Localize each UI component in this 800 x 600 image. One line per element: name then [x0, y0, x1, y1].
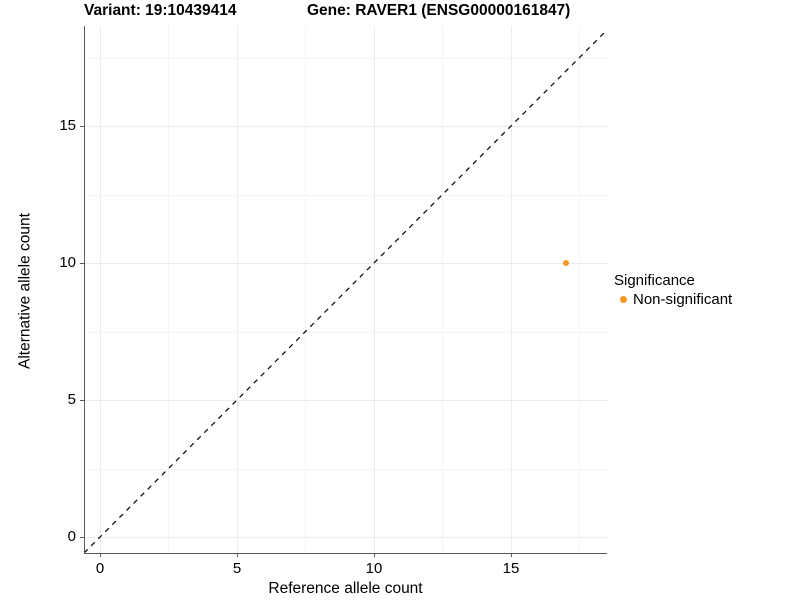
gridline-minor-horizontal	[85, 332, 607, 333]
x-axis-tick-label: 10	[365, 560, 383, 577]
gridline-major-vertical	[237, 26, 238, 553]
gene-title: Gene: RAVER1 (ENSG00000161847)	[307, 2, 571, 19]
x-axis-title: Reference allele count	[268, 580, 423, 597]
gridline-major-horizontal	[85, 263, 607, 264]
y-axis-tick	[80, 537, 84, 538]
x-axis-tick	[100, 553, 101, 557]
y-axis-tick-label: 10	[59, 254, 76, 271]
data-point-non-significant	[563, 260, 569, 266]
gridline-major-horizontal	[85, 400, 607, 401]
legend-key-icon	[614, 291, 632, 309]
gridline-minor-vertical	[442, 26, 443, 553]
gridline-major-vertical	[374, 26, 375, 553]
gridline-major-horizontal	[85, 126, 607, 127]
x-axis-tick	[374, 553, 375, 557]
gridline-major-vertical	[100, 26, 101, 553]
gridline-major-horizontal	[85, 537, 607, 538]
y-axis-tick	[80, 263, 84, 264]
y-axis-title: Alternative allele count	[16, 213, 34, 369]
y-axis-tick	[80, 126, 84, 127]
y-axis-tick-label: 15	[59, 117, 76, 134]
figure-title-strip: Variant: 19:10439414 Gene: RAVER1 (ENSG0…	[0, 2, 800, 24]
gridline-minor-vertical	[579, 26, 580, 553]
x-axis-tick	[237, 553, 238, 557]
legend-item-non-significant: Non-significant	[614, 290, 732, 309]
gridline-minor-vertical	[168, 26, 169, 553]
gridline-minor-vertical	[305, 26, 306, 553]
x-axis-tick-label: 0	[95, 560, 105, 577]
y-axis-line	[84, 26, 86, 554]
x-axis-tick-label: 5	[232, 560, 242, 577]
legend-title: Significance	[614, 272, 695, 289]
y-axis-tick-label-group: 0 5 10 15	[0, 0, 76, 600]
identity-reference-line	[85, 32, 605, 553]
gridline-minor-horizontal	[85, 469, 607, 470]
y-axis-tick-label: 5	[67, 391, 76, 408]
legend: Significance Non-significant	[614, 272, 732, 309]
y-axis-tick-label: 0	[67, 528, 76, 545]
variant-title: Variant: 19:10439414	[84, 2, 237, 19]
gridline-major-vertical	[511, 26, 512, 553]
x-axis-line	[84, 553, 607, 555]
x-axis-tick	[511, 553, 512, 557]
legend-item-label: Non-significant	[633, 291, 733, 308]
plot-panel	[85, 26, 607, 553]
y-axis-title-wrapper: Alternative allele count	[0, 0, 34, 600]
x-axis-tick-label: 15	[502, 560, 520, 577]
gridline-minor-horizontal	[85, 58, 607, 59]
gridline-minor-horizontal	[85, 195, 607, 196]
y-axis-tick	[80, 400, 84, 401]
circle-marker-icon	[619, 296, 627, 303]
